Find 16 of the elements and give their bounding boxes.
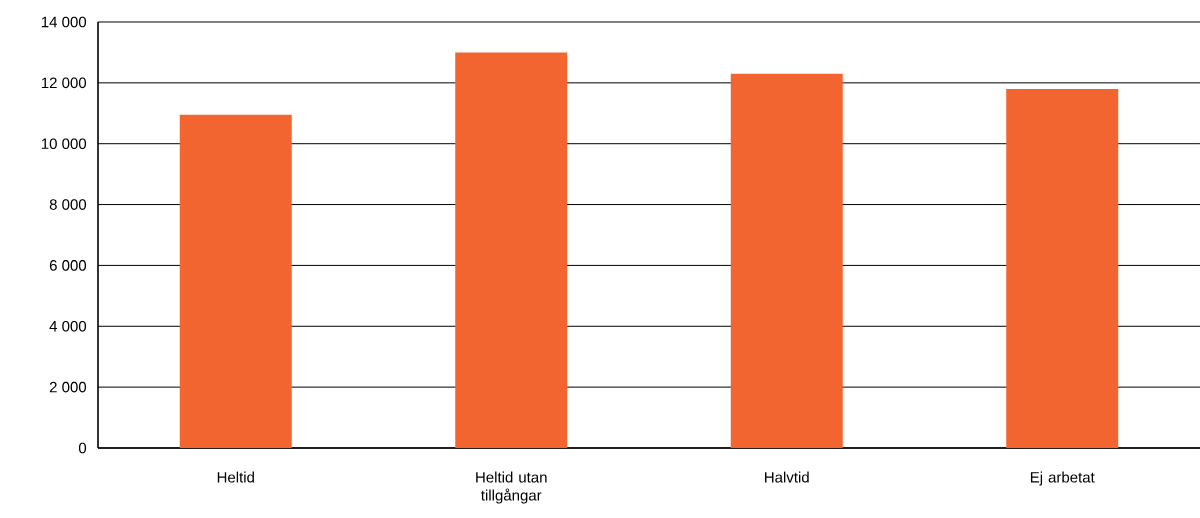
y-tick-label: 8 000	[49, 199, 87, 210]
y-tick-label: 10 000	[41, 138, 87, 150]
bar	[1006, 88, 1119, 448]
y-tick-label: 0	[78, 442, 87, 454]
y-tick-label: 4 000	[49, 320, 87, 332]
x-tick-label: Ej arbetat	[1030, 471, 1095, 486]
x-tick-label: Halvtid	[765, 471, 809, 483]
bar	[730, 73, 843, 448]
y-tick-label: 12 000	[41, 77, 87, 89]
y-tick-label: 2 000	[49, 381, 87, 393]
y-tick-label: 14 000	[41, 16, 87, 28]
x-tick-label: Heltid	[217, 471, 254, 483]
x-tick-label: Heltid utan tillgångar	[476, 471, 547, 504]
y-tick-label: 6 000	[49, 260, 87, 271]
bar	[179, 114, 292, 448]
bar	[455, 52, 568, 448]
